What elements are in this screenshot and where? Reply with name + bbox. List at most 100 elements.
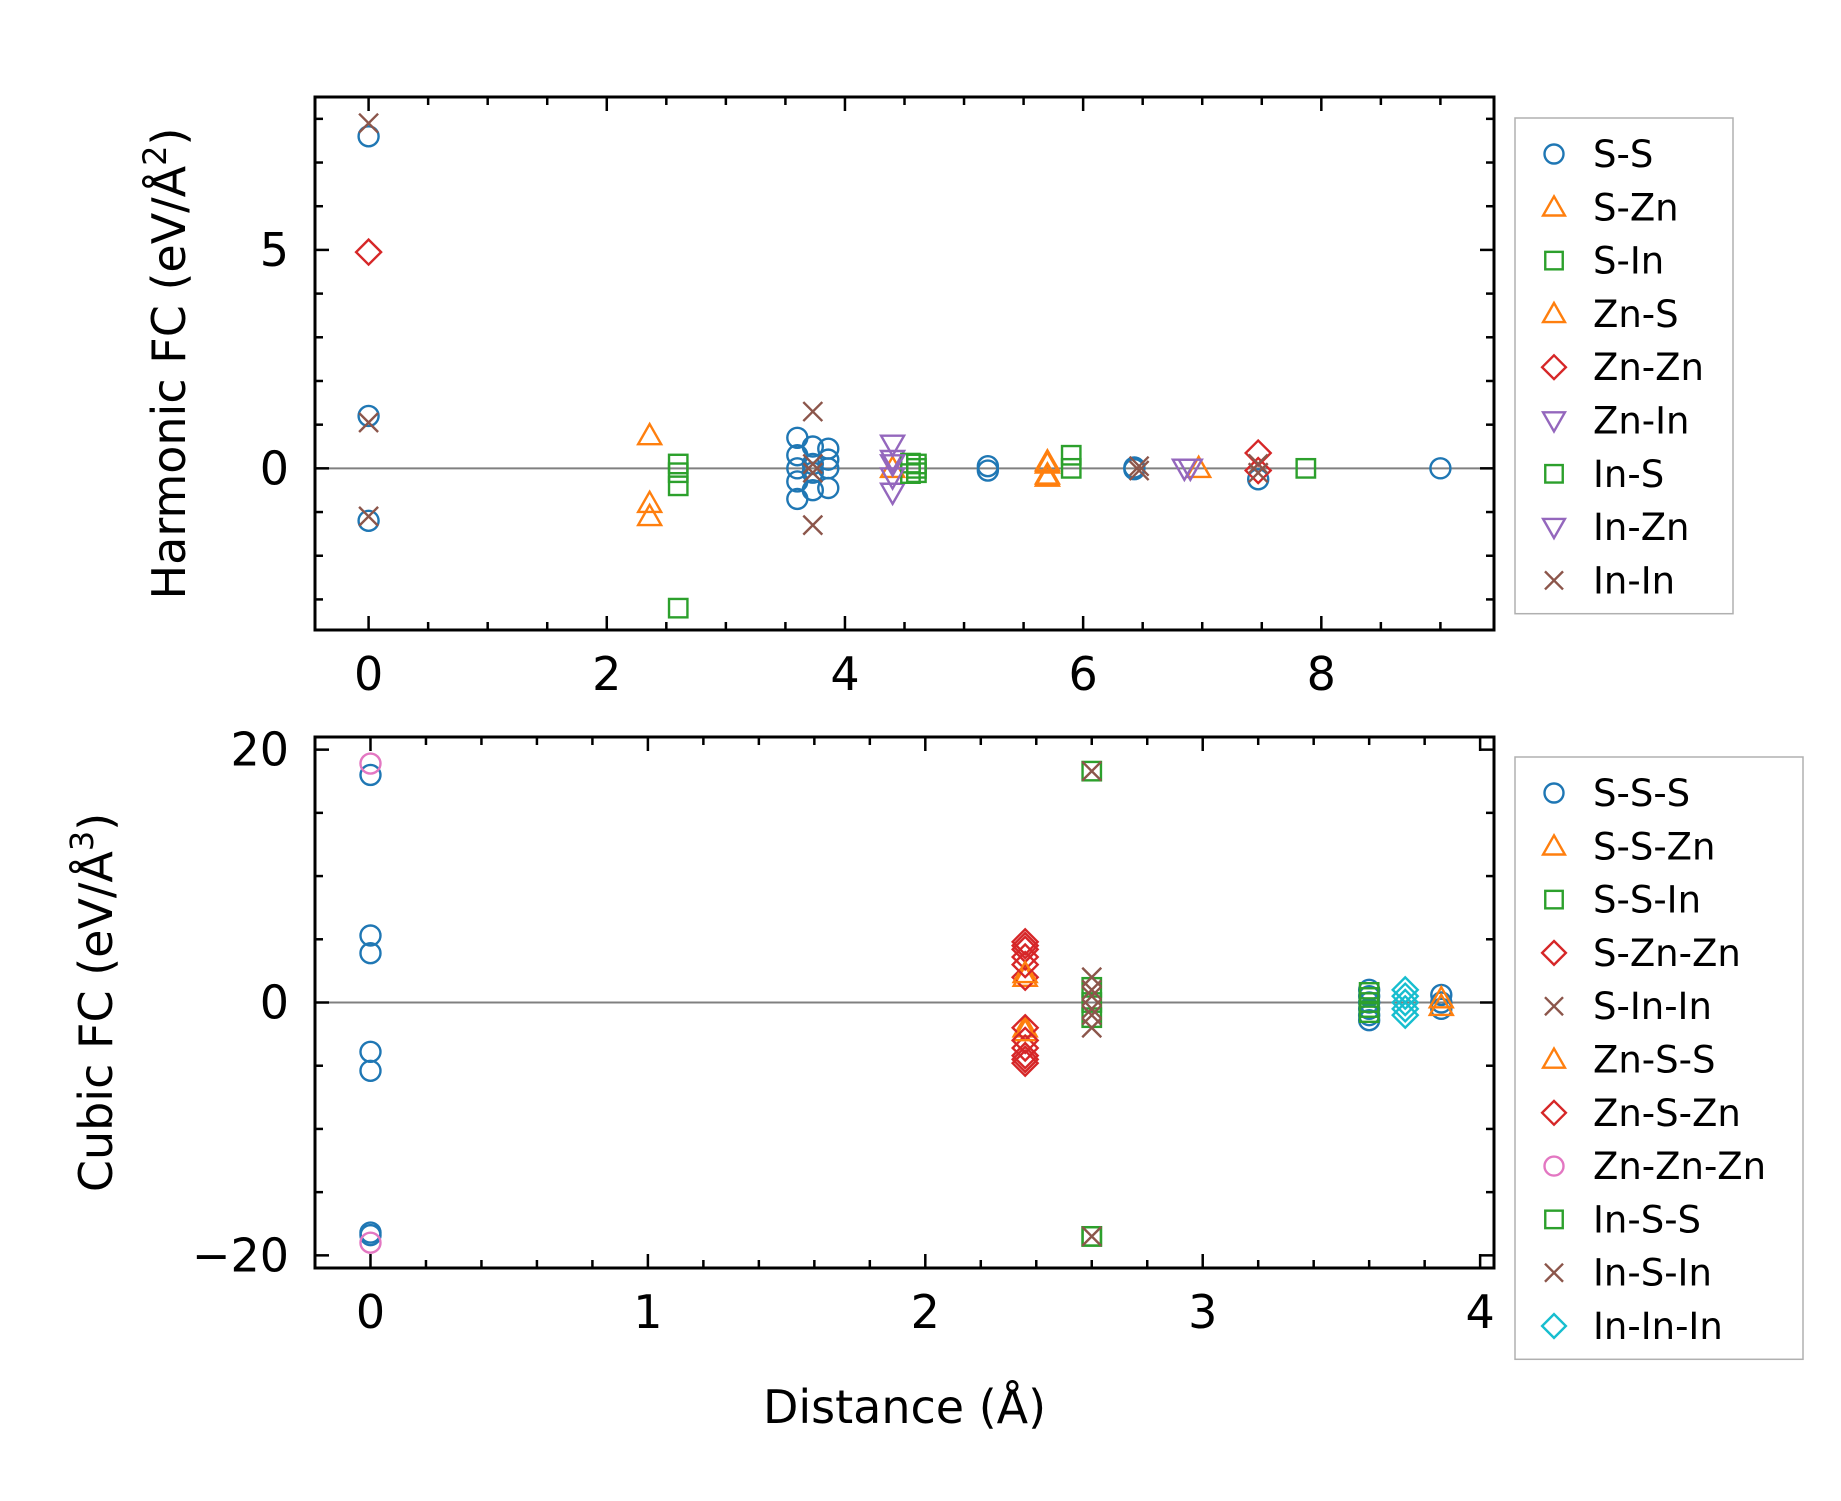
data-point [1010, 1048, 1040, 1078]
data-point [1010, 963, 1040, 992]
legend-marker [1540, 1099, 1568, 1127]
series-In-S-S [1081, 981, 1380, 1247]
data-point [636, 489, 664, 514]
legend-label: In-S [1593, 453, 1664, 496]
legend-marker [1541, 300, 1567, 324]
x-tick-label: 1 [633, 1285, 662, 1339]
cubic-markers [359, 752, 1455, 1254]
legend-box [1514, 756, 1804, 1361]
legend-marker [1541, 517, 1567, 541]
x-tick-label: 0 [354, 647, 383, 701]
data-point [359, 752, 382, 775]
x-axis-label: Distance (Å) [763, 1380, 1046, 1434]
series-S-In [667, 444, 1317, 619]
data-point [1391, 988, 1420, 1017]
data-point [1427, 992, 1455, 1017]
data-point [1391, 994, 1420, 1024]
data-point [1010, 931, 1040, 960]
data-point [636, 421, 664, 446]
legend-label: S-S-In [1593, 879, 1701, 922]
legend-marker [1544, 250, 1564, 271]
data-point [1427, 984, 1455, 1009]
legend-label: In-S-S [1593, 1198, 1701, 1241]
legend-label: Zn-Zn [1593, 346, 1704, 389]
legend-marker [1543, 1155, 1565, 1177]
legend-label: S-Zn [1593, 186, 1679, 229]
y-tick-label: −20 [192, 1228, 289, 1282]
legend-label: In-In-In [1593, 1305, 1723, 1348]
data-point [1010, 1045, 1040, 1074]
data-point [1011, 963, 1039, 988]
legend-label: S-In-In [1593, 985, 1712, 1028]
y-tick-label: 5 [260, 223, 289, 277]
series-S-S-Zn [1011, 963, 1455, 1038]
legend-label: In-Zn [1593, 506, 1690, 549]
legend-label: S-Zn-Zn [1593, 932, 1741, 975]
data-point [1430, 997, 1453, 1021]
data-point [879, 449, 907, 474]
cubic-y-axis-label: Cubic FC (eV/Å3) [63, 813, 123, 1192]
data-point [1128, 455, 1150, 477]
cubic-axes-frame [313, 735, 1496, 1270]
data-point [357, 125, 380, 148]
data-point [1081, 1017, 1103, 1039]
x-tick-label: 0 [356, 1285, 385, 1339]
series-S-S-In [1081, 760, 1380, 1247]
y-tick-label: 20 [230, 723, 289, 777]
legend-marker [1540, 1312, 1568, 1340]
data-point [1246, 468, 1270, 491]
data-point [1011, 1017, 1039, 1042]
data-point [1081, 1226, 1103, 1247]
data-point [879, 482, 907, 507]
legend-label: Zn-In [1593, 400, 1690, 443]
series-Zn-S-Zn [1010, 931, 1040, 1074]
data-point [1429, 457, 1452, 480]
cubic-panel: 0 1 2 3 4 −20 0 20 Cubic FC (eV/Å3) Distance (Å… [63, 723, 1804, 1434]
data-point [1295, 457, 1317, 479]
legend-marker [1544, 889, 1564, 910]
series-S-In-In [1081, 760, 1103, 1039]
data-point [1358, 1002, 1380, 1024]
data-point [359, 1221, 382, 1244]
data-point [667, 475, 689, 497]
legend-label: S-S [1593, 133, 1653, 176]
legend-label: Zn-S-S [1593, 1039, 1715, 1082]
data-point [801, 478, 824, 502]
x-tick-label: 4 [1465, 1285, 1494, 1339]
legend-marker [1544, 570, 1564, 591]
data-point [359, 924, 382, 947]
data-point [667, 462, 689, 484]
y-tick-label: 0 [260, 441, 289, 495]
x-tick-label: 4 [830, 647, 859, 701]
series-Zn-Zn-Zn [359, 752, 382, 1254]
data-point [1128, 460, 1150, 481]
data-point [976, 459, 1000, 482]
data-point [1081, 1225, 1103, 1247]
data-point [879, 454, 907, 478]
data-point [879, 467, 907, 492]
data-point [1081, 992, 1103, 1013]
data-point [667, 597, 689, 619]
harmonic-y-axis-label: Harmonic FC (eV/Å2) [136, 128, 196, 600]
cubic-tick-labels: 0 1 2 3 4 −20 0 20 [192, 723, 1495, 1339]
data-point [1081, 760, 1103, 782]
legend-marker [1541, 411, 1567, 434]
data-point [359, 1059, 382, 1082]
x-tick-label: 6 [1068, 647, 1097, 701]
legend-marker [1541, 193, 1567, 217]
legend-label: In-In [1593, 559, 1675, 602]
legend-marker [1543, 782, 1565, 804]
data-point [906, 457, 927, 479]
legend-label: In-S-In [1593, 1252, 1712, 1295]
series-In-Zn [879, 454, 1198, 492]
data-point [1391, 1000, 1420, 1030]
data-point [1033, 460, 1061, 485]
data-point [1010, 927, 1040, 957]
series-Zn-Zn [354, 237, 1273, 485]
legend-label: Zn-S-Zn [1593, 1092, 1741, 1135]
harmonic-markers [354, 112, 1452, 619]
data-point [1033, 447, 1061, 472]
cubic-legend: S-S-S S-S-Zn S-S-In S-Zn-Zn S-In-In Zn-S-S Zn-… [1514, 756, 1804, 1361]
data-point [1060, 444, 1082, 466]
